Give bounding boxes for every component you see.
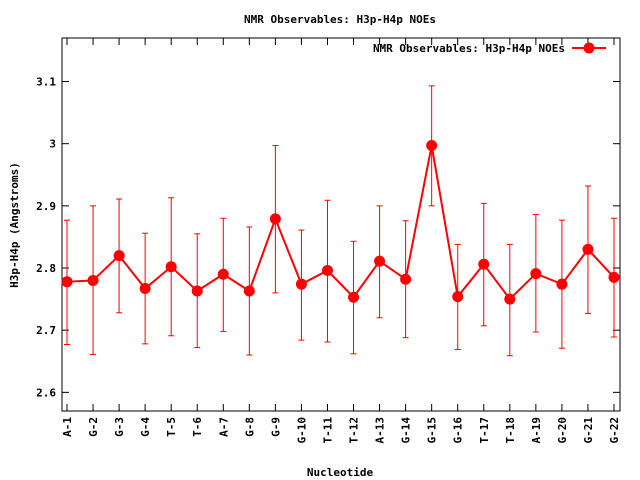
legend: NMR Observables: H3p-H4p NOEs <box>373 42 606 55</box>
x-tick-label: G-15 <box>426 417 439 444</box>
x-tick-label: G-3 <box>113 417 126 437</box>
data-point <box>61 276 73 288</box>
data-point <box>504 293 516 305</box>
x-tick-label: A-1 <box>61 417 74 437</box>
data-point <box>452 291 464 303</box>
x-tick-label: A-19 <box>530 417 543 444</box>
x-axis-label: Nucleotide <box>307 466 374 479</box>
data-point <box>478 258 490 270</box>
series-line <box>66 145 615 301</box>
x-tick-label: G-8 <box>243 417 256 437</box>
y-tick-label: 3 <box>49 138 56 151</box>
x-tick-label: G-21 <box>582 417 595 444</box>
x-tick-label: T-6 <box>191 417 204 437</box>
x-tick-label: G-14 <box>400 417 413 444</box>
y-tick-label: 2.6 <box>36 386 56 399</box>
x-tick-label: G-10 <box>295 417 308 444</box>
data-point <box>139 283 151 295</box>
data-point <box>426 140 438 152</box>
data-point <box>243 285 255 297</box>
data-point <box>582 243 594 255</box>
plot-frame <box>61 37 621 412</box>
x-tick-label: G-2 <box>87 417 100 437</box>
x-tick-label: T-18 <box>504 417 517 444</box>
data-point <box>608 271 620 283</box>
x-tick-label: T-17 <box>478 417 491 444</box>
x-tick-label: G-9 <box>269 417 282 437</box>
x-tick-label: G-22 <box>608 417 621 444</box>
legend-label: NMR Observables: H3p-H4p NOEs <box>373 42 565 55</box>
data-point <box>348 291 360 303</box>
y-tick-label: 3.1 <box>36 76 56 89</box>
data-point <box>530 268 542 280</box>
data-point <box>295 278 307 290</box>
y-axis: 2.6 2.7 2.8 2.9 3 3.1 <box>36 76 620 399</box>
x-tick-label: G-16 <box>452 417 465 444</box>
y-tick-label: 2.9 <box>36 200 56 213</box>
data-point <box>321 265 333 277</box>
data-point <box>217 268 229 280</box>
y-axis-label: H3p-H4p (Angstroms) <box>8 162 21 288</box>
data-point <box>191 285 203 297</box>
chart-title: NMR Observables: H3p-H4p NOEs <box>244 13 436 26</box>
data-point <box>400 273 412 285</box>
x-tick-label: T-5 <box>165 417 178 437</box>
y-tick-label: 2.8 <box>36 262 56 275</box>
x-tick-label: T-11 <box>321 417 334 444</box>
x-axis: A-1 G-2 G-3 G-4 T-5 T-6 A-7 G-8 G-9 G-10 T-11 T-12 A… <box>61 38 621 444</box>
data-point <box>374 255 386 267</box>
x-tick-label: A-7 <box>217 417 230 437</box>
data-point <box>113 250 125 262</box>
y-tick-label: 2.7 <box>36 324 56 337</box>
x-tick-label: T-12 <box>348 417 361 444</box>
data-point <box>87 274 99 286</box>
x-tick-label: A-13 <box>374 417 387 444</box>
data-points <box>61 140 620 305</box>
data-point <box>165 261 177 273</box>
error-bars <box>64 85 617 357</box>
x-tick-label: G-4 <box>139 417 152 437</box>
x-tick-label: G-20 <box>556 417 569 444</box>
legend-marker <box>583 42 595 54</box>
data-point <box>269 213 281 225</box>
data-point <box>556 278 568 290</box>
